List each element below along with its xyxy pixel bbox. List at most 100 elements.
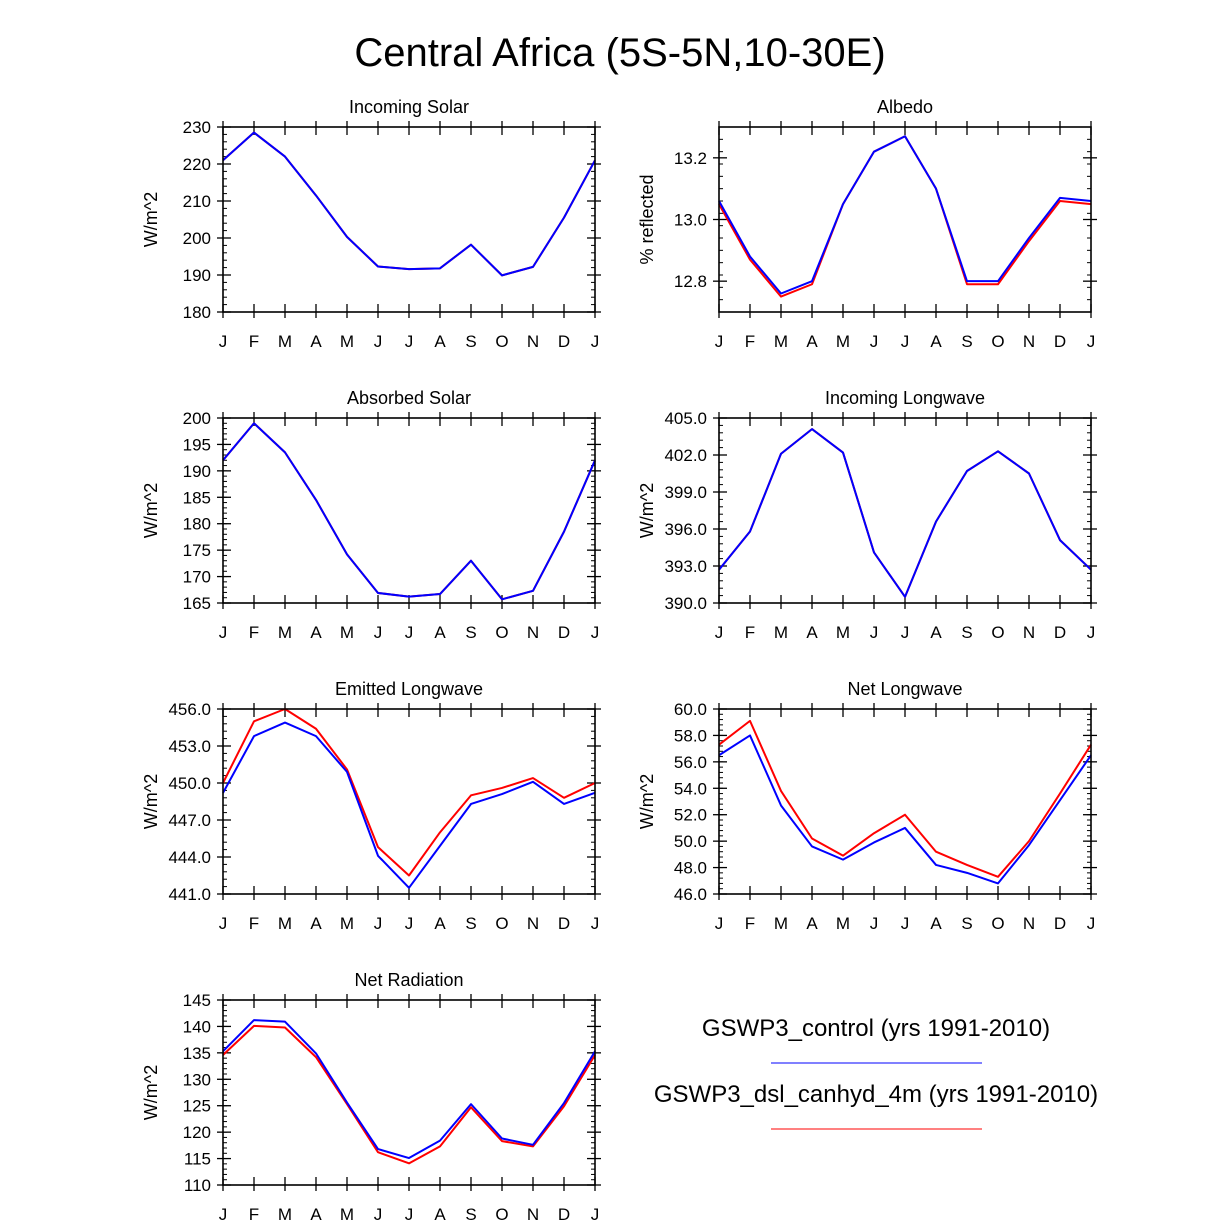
x-tick-label: N — [527, 914, 539, 933]
x-tick-label: D — [1054, 332, 1066, 351]
y-tick-label: 190 — [183, 266, 211, 285]
x-tick-label: J — [405, 914, 414, 933]
x-tick-label: S — [961, 914, 972, 933]
series-line-gswp3-dsl-canhyd-4m — [222, 422, 596, 601]
y-tick-label: 46.0 — [674, 885, 707, 904]
y-tick-label: 125 — [183, 1097, 211, 1116]
y-tick-label: 185 — [183, 488, 211, 507]
x-tick-label: O — [495, 623, 508, 642]
y-tick-label: 402.0 — [664, 446, 707, 465]
y-axis-label-absorbed-solar: W/m^2 — [141, 483, 161, 538]
y-tick-label: 405.0 — [664, 409, 707, 428]
legend-label-experiment: GSWP3_dsl_canhyd_4m (yrs 1991-2010) — [654, 1081, 1098, 1108]
y-tick-label: 58.0 — [674, 726, 707, 745]
y-tick-label: 165 — [183, 594, 211, 613]
plot-frame — [222, 999, 596, 1186]
y-axis-label-net-longwave: W/m^2 — [637, 774, 657, 829]
x-tick-label: J — [405, 623, 414, 642]
y-tick-label: 130 — [183, 1070, 211, 1089]
x-tick-label: J — [1087, 332, 1096, 351]
x-tick-label: M — [836, 914, 850, 933]
x-tick-label: M — [340, 623, 354, 642]
x-tick-label: M — [340, 914, 354, 933]
x-tick-label: M — [340, 332, 354, 351]
x-tick-label: O — [991, 332, 1004, 351]
y-tick-label: 54.0 — [674, 779, 707, 798]
legend: GSWP3_control (yrs 1991-2010) GSWP3_dsl_… — [654, 1015, 1098, 1130]
y-tick-label: 13.0 — [674, 211, 707, 230]
x-tick-label: M — [278, 914, 292, 933]
chart-panel-absorbed-solar: Absorbed Solar W/m^2 165 170 175 180 185 190 195… — [141, 388, 601, 642]
x-tick-label: S — [961, 332, 972, 351]
x-tick-label: D — [558, 1205, 570, 1222]
y-axis-label-net-radiation: W/m^2 — [141, 1065, 161, 1120]
x-tick-label: J — [1087, 623, 1096, 642]
y-tick-label: 396.0 — [664, 520, 707, 539]
x-tick-label: F — [249, 914, 259, 933]
x-tick-label: M — [278, 623, 292, 642]
y-tick-label: 450.0 — [168, 774, 211, 793]
x-tick-label: J — [374, 623, 383, 642]
y-tick-label: 230 — [183, 118, 211, 137]
x-tick-label: J — [715, 332, 724, 351]
x-tick-label: M — [278, 1205, 292, 1222]
series-line-gswp3-dsl-canhyd-4m — [222, 131, 596, 277]
y-tick-label: 140 — [183, 1017, 211, 1036]
y-tick-label: 390.0 — [664, 594, 707, 613]
x-tick-label: J — [591, 623, 600, 642]
x-tick-label: O — [991, 914, 1004, 933]
x-tick-label: S — [465, 914, 476, 933]
chart-title-incoming-longwave: Incoming Longwave — [825, 388, 985, 408]
plot-frame — [718, 417, 1092, 604]
x-tick-label: M — [774, 914, 788, 933]
x-tick-label: N — [527, 332, 539, 351]
y-tick-label: 48.0 — [674, 859, 707, 878]
x-tick-label: J — [374, 1205, 383, 1222]
y-tick-label: 56.0 — [674, 753, 707, 772]
y-tick-label: 447.0 — [168, 811, 211, 830]
chart-title-albedo: Albedo — [877, 97, 933, 117]
x-tick-label: J — [870, 332, 879, 351]
x-tick-label: D — [558, 914, 570, 933]
y-tick-label: 12.8 — [674, 272, 707, 291]
x-tick-label: A — [930, 332, 942, 351]
y-tick-label: 200 — [183, 229, 211, 248]
series-line-gswp3-control — [718, 734, 1092, 885]
chart-panel-net-radiation: Net Radiation W/m^2 110 115 120 125 130 135 140 1… — [141, 970, 601, 1222]
x-tick-label: M — [278, 332, 292, 351]
x-tick-label: J — [219, 914, 228, 933]
x-tick-label: A — [310, 332, 322, 351]
x-tick-label: A — [806, 914, 818, 933]
x-tick-label: F — [249, 332, 259, 351]
plot-frame — [718, 126, 1092, 313]
y-tick-label: 50.0 — [674, 832, 707, 851]
x-tick-label: J — [901, 332, 910, 351]
chart-title-net-longwave: Net Longwave — [847, 679, 962, 699]
x-tick-label: A — [434, 1205, 446, 1222]
x-tick-label: S — [465, 623, 476, 642]
x-tick-label: A — [434, 914, 446, 933]
x-tick-label: A — [930, 623, 942, 642]
y-tick-label: 453.0 — [168, 737, 211, 756]
y-tick-label: 175 — [183, 541, 211, 560]
y-tick-label: 220 — [183, 155, 211, 174]
x-tick-label: A — [930, 914, 942, 933]
x-tick-label: M — [774, 623, 788, 642]
x-tick-label: N — [1023, 914, 1035, 933]
x-tick-label: N — [527, 1205, 539, 1222]
y-tick-label: 60.0 — [674, 700, 707, 719]
x-tick-label: F — [745, 623, 755, 642]
x-tick-label: F — [249, 1205, 259, 1222]
x-tick-label: M — [836, 623, 850, 642]
y-tick-label: 200 — [183, 409, 211, 428]
y-tick-label: 120 — [183, 1123, 211, 1142]
x-tick-label: A — [310, 623, 322, 642]
x-tick-label: S — [961, 623, 972, 642]
x-tick-label: J — [219, 623, 228, 642]
series-line-gswp3-dsl-canhyd-4m — [718, 135, 1092, 298]
series-line-gswp3-control — [222, 721, 596, 889]
x-tick-label: F — [249, 623, 259, 642]
x-tick-label: N — [527, 623, 539, 642]
series-line-gswp3-control — [718, 135, 1092, 295]
